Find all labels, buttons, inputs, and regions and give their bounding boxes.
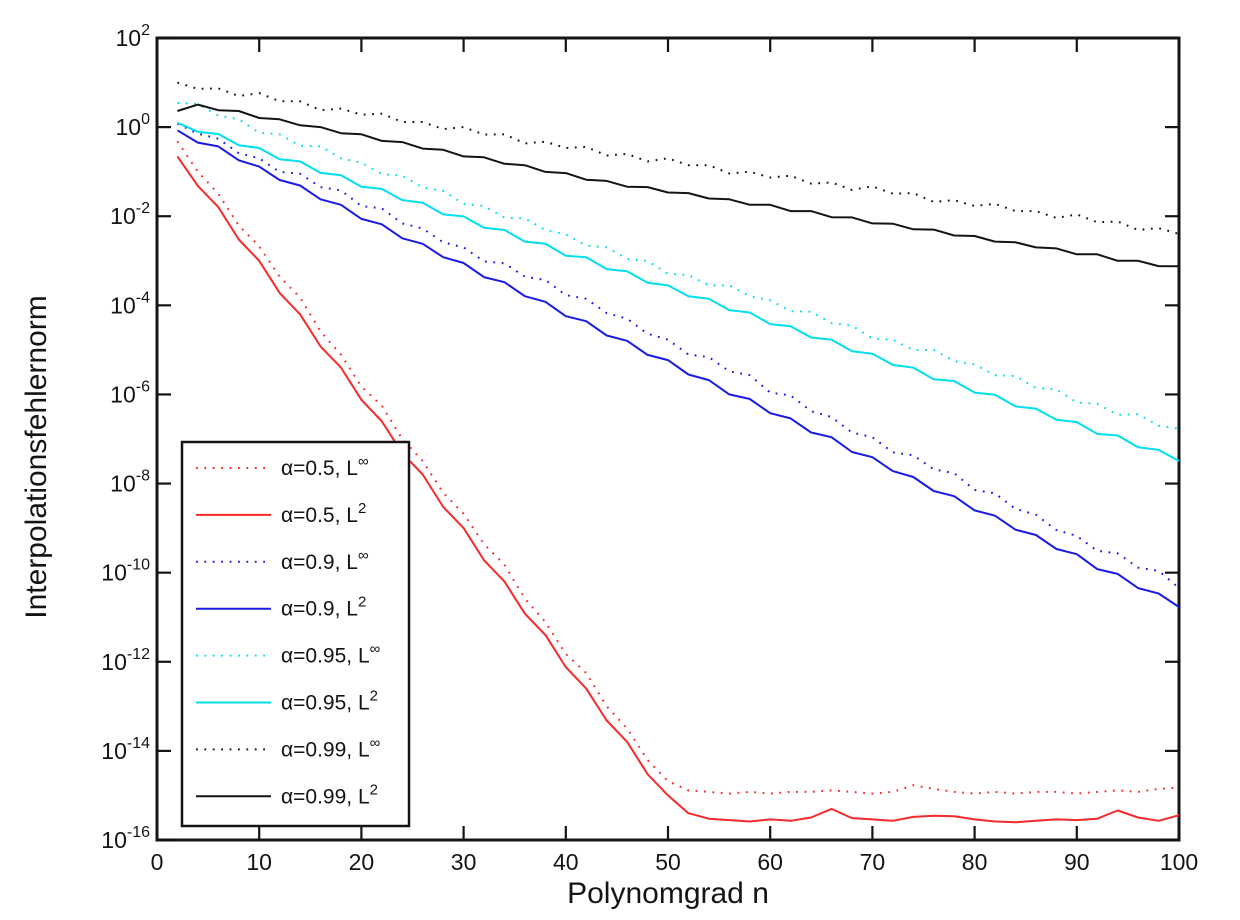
series-0.9-L2 xyxy=(176,129,1180,608)
legend-entry: α=0.95, L∞ xyxy=(196,641,381,668)
legend-entry: α=0.9, L2 xyxy=(196,594,366,621)
series-0.9-Linf xyxy=(176,122,1180,589)
axes-layer: 0 10 20 30 40 50 60 70 80 90 100 102 100 10-2 10-4 10-6… xyxy=(101,22,1198,875)
y-tick-label: 10-10 xyxy=(101,557,150,586)
y-axis-label: Interpolationsfehlernorm xyxy=(20,295,53,619)
legend-label: α=0.5, L∞ xyxy=(281,453,369,480)
legend-layer: α=0.5, L∞ α=0.5, L2 α=0.9, L∞ α=0.9, L2 α=0.… xyxy=(180,440,411,828)
legend-label: α=0.9, L∞ xyxy=(281,547,369,574)
series-0.95-L2 xyxy=(177,121,1180,462)
y-tick-label: 10-2 xyxy=(110,200,150,229)
legend-entry: α=0.95, L2 xyxy=(196,688,378,715)
legend-label: α=0.95, L2 xyxy=(281,688,378,715)
series-0.5-L2 xyxy=(176,155,1180,824)
legend-entry: α=0.99, L2 xyxy=(196,781,378,808)
x-tick-label: 70 xyxy=(860,849,886,875)
x-tick-label: 20 xyxy=(349,849,375,875)
x-tick-label: 90 xyxy=(1064,849,1090,875)
y-tick-label: 10-14 xyxy=(101,735,150,764)
y-tick-label: 102 xyxy=(116,22,151,51)
legend-label: α=0.5, L2 xyxy=(281,500,366,527)
series-0.99-L2 xyxy=(177,103,1180,268)
series-layer xyxy=(176,81,1180,824)
y-tick-label: 10-8 xyxy=(110,468,150,497)
legend-entry: α=0.99, L∞ xyxy=(196,734,381,761)
x-tick-label: 50 xyxy=(655,849,681,875)
y-tick-label: 10-12 xyxy=(101,646,150,675)
legend-label: α=0.9, L2 xyxy=(281,594,366,621)
x-tick-label: 0 xyxy=(151,849,164,875)
x-tick-label: 80 xyxy=(962,849,988,875)
x-tick-label: 30 xyxy=(451,849,477,875)
y-tick-label: 10-16 xyxy=(101,824,150,853)
legend-label: α=0.95, L∞ xyxy=(281,641,381,668)
y-tick-label: 10-4 xyxy=(110,289,150,318)
x-tick-label: 10 xyxy=(246,849,272,875)
legend-entry: α=0.5, L∞ xyxy=(196,453,369,480)
x-tick-label: 60 xyxy=(757,849,783,875)
legend-box xyxy=(180,440,411,828)
series-0.99-Linf xyxy=(177,81,1180,235)
y-tick-label: 10-6 xyxy=(110,378,150,407)
legend-label: α=0.99, L2 xyxy=(281,781,378,808)
legend-label: α=0.99, L∞ xyxy=(281,734,381,761)
series-0.95-Linf xyxy=(177,101,1180,430)
legend-entry: α=0.9, L∞ xyxy=(196,547,369,574)
x-tick-label: 100 xyxy=(1160,849,1198,875)
x-axis-label: Polynomgrad n xyxy=(567,877,769,910)
legend-entry: α=0.5, L2 xyxy=(196,500,366,527)
y-tick-label: 100 xyxy=(116,111,151,140)
x-tick-label: 40 xyxy=(553,849,579,875)
